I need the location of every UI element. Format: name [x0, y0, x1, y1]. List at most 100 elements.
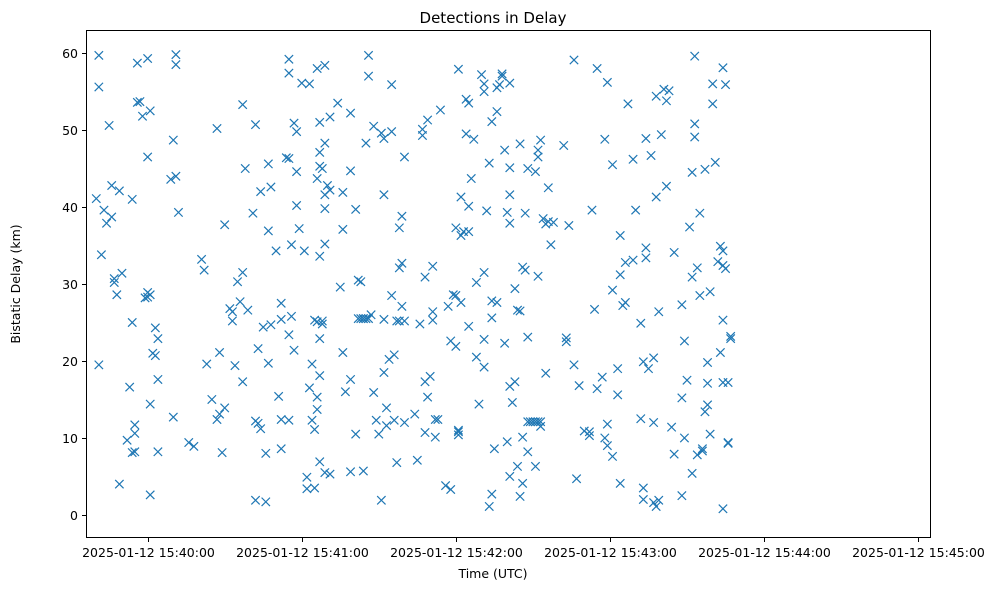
- marker-stroke: [145, 399, 155, 409]
- data-point: [422, 392, 433, 402]
- marker-stroke: [369, 387, 379, 398]
- marker-stroke: [381, 420, 392, 431]
- data-point: [677, 491, 687, 501]
- marker-stroke: [443, 301, 453, 311]
- data-point: [497, 71, 507, 81]
- data-point: [333, 98, 343, 108]
- marker-stroke: [399, 417, 410, 428]
- y-tick-label: 20: [62, 354, 78, 369]
- y-tick-label: 10: [62, 431, 78, 446]
- marker-stroke: [723, 377, 733, 388]
- marker-stroke: [651, 501, 661, 512]
- data-point: [687, 468, 697, 478]
- data-point: [109, 273, 119, 284]
- marker-stroke: [250, 495, 261, 505]
- data-point: [166, 174, 176, 184]
- marker-stroke: [430, 432, 440, 442]
- marker-stroke: [137, 111, 148, 121]
- data-point: [684, 222, 695, 232]
- marker-stroke: [646, 150, 656, 161]
- marker-stroke: [363, 50, 374, 61]
- marker-stroke: [263, 358, 273, 368]
- data-point: [345, 374, 356, 385]
- data-point: [238, 100, 248, 110]
- marker-stroke: [718, 504, 728, 514]
- marker-stroke: [692, 450, 702, 460]
- data-point: [543, 183, 553, 193]
- marker-stroke: [541, 368, 551, 378]
- data-point: [641, 133, 651, 144]
- data-point: [453, 64, 464, 74]
- marker-stroke: [227, 307, 238, 317]
- marker-stroke: [276, 314, 286, 325]
- data-point: [428, 261, 438, 271]
- data-point: [297, 78, 307, 88]
- data-point: [130, 420, 140, 430]
- data-point: [535, 135, 546, 145]
- marker-stroke: [266, 182, 276, 192]
- marker-stroke: [651, 91, 661, 101]
- marker-stroke: [212, 123, 222, 134]
- data-point: [315, 147, 325, 158]
- marker-stroke: [338, 187, 348, 198]
- data-point: [122, 435, 132, 445]
- data-point: [569, 55, 579, 65]
- marker-stroke: [543, 217, 553, 227]
- data-point: [561, 337, 571, 347]
- data-point: [320, 138, 330, 148]
- marker-stroke: [376, 495, 386, 505]
- data-point: [317, 316, 327, 326]
- marker-stroke: [518, 478, 528, 488]
- data-point: [104, 120, 114, 131]
- data-point: [145, 399, 155, 409]
- data-point: [692, 450, 702, 460]
- marker-stroke: [361, 138, 371, 148]
- data-point: [518, 432, 528, 442]
- data-point: [507, 397, 517, 408]
- data-point: [502, 437, 512, 447]
- marker-stroke: [374, 429, 384, 439]
- data-point: [101, 218, 112, 228]
- data-point: [651, 192, 661, 202]
- data-point: [559, 140, 569, 151]
- marker-stroke: [315, 457, 325, 467]
- data-point: [291, 166, 302, 177]
- data-point: [271, 246, 281, 256]
- marker-stroke: [538, 213, 548, 224]
- marker-stroke: [284, 54, 294, 64]
- data-point: [276, 314, 286, 325]
- data-point: [505, 471, 515, 482]
- marker-stroke: [720, 80, 731, 90]
- marker-stroke: [695, 290, 705, 301]
- marker-stroke: [291, 200, 302, 211]
- data-point: [428, 315, 438, 325]
- plot-area: [86, 30, 931, 538]
- data-point: [309, 315, 320, 325]
- data-point: [446, 484, 456, 495]
- data-point: [227, 316, 238, 326]
- data-point: [266, 182, 276, 192]
- marker-stroke: [720, 263, 731, 274]
- data-point: [518, 478, 528, 488]
- marker-stroke: [638, 357, 648, 367]
- marker-stroke: [153, 447, 163, 457]
- marker-stroke: [338, 224, 348, 234]
- y-axis-label: Bistatic Delay (km): [8, 224, 23, 343]
- marker-stroke: [315, 370, 325, 381]
- data-point: [474, 399, 484, 409]
- marker-stroke: [153, 374, 163, 385]
- marker-stroke: [451, 341, 461, 351]
- data-point: [220, 220, 230, 230]
- marker-stroke: [392, 316, 402, 326]
- data-point: [307, 359, 317, 369]
- marker-stroke: [697, 446, 708, 456]
- data-point: [143, 152, 153, 162]
- data-point: [345, 166, 356, 176]
- marker-stroke: [392, 457, 402, 468]
- marker-stroke: [533, 417, 543, 427]
- marker-stroke: [320, 467, 330, 478]
- data-point: [523, 163, 533, 174]
- data-point: [196, 254, 207, 264]
- data-point: [487, 313, 497, 323]
